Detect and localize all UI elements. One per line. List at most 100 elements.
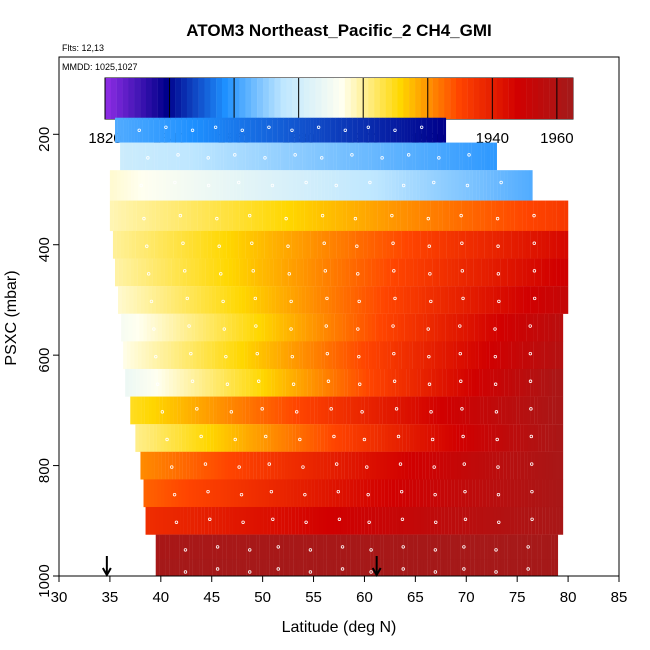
heatmap-cell [367, 258, 372, 287]
heatmap-cell [363, 479, 368, 508]
heatmap-cell [274, 368, 279, 397]
heatmap-cell [549, 286, 554, 314]
heatmap-cell [340, 506, 344, 535]
heatmap-cell [379, 117, 383, 143]
heatmap-cell [488, 258, 493, 287]
heatmap-cell [189, 559, 193, 577]
heatmap-cell [449, 341, 454, 370]
heatmap-cell [364, 396, 369, 425]
heatmap-cell [169, 396, 174, 425]
sample-point [199, 434, 203, 439]
heatmap-cell [201, 506, 205, 535]
heatmap-cell [159, 506, 164, 535]
heatmap-cell [198, 368, 202, 397]
heatmap-cell [252, 559, 257, 577]
heatmap-cell [350, 286, 355, 314]
heatmap-cell [423, 230, 428, 259]
heatmap-cell [329, 230, 334, 259]
heatmap-cell [380, 534, 384, 560]
heatmap-cell [217, 424, 222, 452]
heatmap-cell [274, 424, 279, 452]
heatmap-cell [494, 559, 498, 577]
heatmap-cell [489, 479, 494, 508]
heatmap-cell [382, 230, 387, 259]
heatmap-cell [389, 396, 394, 425]
heatmap-cell [404, 313, 409, 342]
heatmap-cell [430, 559, 435, 577]
heatmap-cell [402, 170, 406, 201]
x-tick-label: 85 [611, 589, 628, 606]
heatmap-cell [343, 286, 347, 314]
heatmap-cell [152, 258, 157, 287]
heatmap-cell [384, 200, 389, 232]
heatmap-cell [321, 117, 325, 143]
heatmap-cell [503, 258, 508, 287]
heatmap-cell [472, 506, 477, 535]
heatmap-cell [555, 313, 560, 342]
heatmap-cell [166, 170, 170, 201]
sample-point [496, 492, 501, 497]
heatmap-cell [469, 396, 473, 425]
heatmap-cell [460, 451, 465, 480]
heatmap-cell [489, 506, 494, 535]
heatmap-cell [412, 170, 417, 201]
heatmap-cell [518, 313, 523, 342]
heatmap-cell [239, 506, 244, 535]
heatmap-cell [133, 258, 138, 287]
sample-point [187, 324, 191, 328]
heatmap-cell [253, 506, 258, 535]
heatmap-cell [311, 142, 315, 171]
heatmap-cell [232, 451, 236, 480]
heatmap-cell [497, 559, 502, 577]
heatmap-cell [224, 313, 229, 342]
sample-point [532, 241, 536, 245]
heatmap-cell [157, 313, 162, 342]
sample-point [532, 213, 536, 218]
heatmap-cell [163, 286, 167, 314]
heatmap-cell [239, 142, 243, 171]
heatmap-cell [329, 506, 334, 535]
heatmap-cell [435, 230, 440, 259]
heatmap-cell [499, 230, 504, 259]
heatmap-cell [397, 230, 402, 259]
heatmap-cell [170, 142, 174, 171]
heatmap-cell [267, 396, 272, 425]
heatmap-cell [559, 341, 564, 370]
heatmap-cell [390, 117, 394, 143]
colorbar-swatch [245, 78, 252, 119]
heatmap-cell [431, 368, 436, 397]
heatmap-cell [391, 368, 396, 397]
heatmap-cell [352, 117, 356, 143]
heatmap-cell [530, 396, 535, 425]
heatmap-cell [507, 170, 512, 201]
heatmap-cell [228, 424, 232, 452]
heatmap-cell [260, 230, 265, 259]
heatmap-cell [299, 117, 303, 143]
heatmap-cell [150, 117, 154, 143]
sample-point [460, 241, 464, 245]
heatmap-cell [145, 170, 149, 201]
heatmap-cell [146, 313, 151, 342]
sample-point [380, 156, 384, 160]
heatmap-cell [554, 534, 559, 560]
heatmap-cell [230, 117, 234, 143]
heatmap-cell [187, 170, 192, 201]
heatmap-cell [154, 230, 159, 259]
heatmap-cell [412, 142, 416, 171]
heatmap-cell [438, 368, 443, 397]
heatmap-cell [248, 142, 253, 171]
sample-point [304, 180, 308, 185]
heatmap-cell [434, 313, 438, 342]
heatmap-cell [297, 479, 301, 508]
sample-point [146, 272, 151, 276]
heatmap-cell [435, 368, 440, 397]
heatmap-cell [413, 258, 418, 287]
heatmap-cell [290, 479, 294, 508]
heatmap-cell [162, 170, 167, 201]
heatmap-cell [377, 170, 382, 201]
sample-point [459, 379, 463, 383]
sample-point [357, 299, 361, 304]
heatmap-cell [484, 230, 489, 259]
heatmap-cell [430, 479, 434, 508]
heatmap-cell [276, 230, 280, 259]
